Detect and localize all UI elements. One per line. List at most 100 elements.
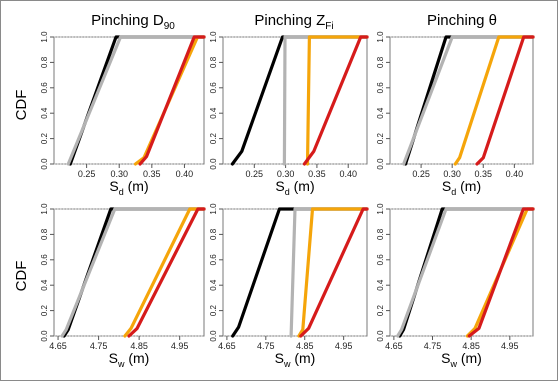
y-tick-label: 0.8 bbox=[209, 228, 218, 240]
y-tick-label: 0.0 bbox=[376, 158, 385, 170]
x-tick-label: 0.40 bbox=[176, 169, 194, 179]
panel-bottom-left: 0.0 0.2 0.4 0.6 0.8 1.0 4.65 4.75 4.85 4.95 Sw (m) bbox=[40, 203, 206, 369]
x-axis-label: Sd (m) bbox=[109, 178, 148, 197]
column-title-3: Pinching θ bbox=[427, 12, 497, 29]
x-tick-label: 4.65 bbox=[49, 341, 67, 351]
y-tick-label: 1.0 bbox=[209, 203, 218, 215]
panel-top-left: 0.0 0.2 0.4 0.6 0.8 1.0 0.25 0.30 0.35 0.40 Sd (m) bbox=[40, 31, 206, 197]
y-tick-label: 0.4 bbox=[40, 107, 49, 119]
x-tick-label: 0.25 bbox=[412, 169, 430, 179]
series-line-orange bbox=[453, 35, 535, 166]
y-tick-label: 0.2 bbox=[209, 132, 218, 144]
y-tick-label: 0.2 bbox=[376, 304, 385, 316]
y-tick-label: 0.8 bbox=[376, 228, 385, 240]
y-axis-label-bottom: CDF bbox=[13, 261, 30, 292]
column-title-2: Pinching ZFi bbox=[254, 12, 333, 32]
x-tick-label: 0.30 bbox=[277, 169, 295, 179]
x-tick-label: 0.30 bbox=[443, 169, 461, 179]
x-axis-label: Sw (m) bbox=[275, 350, 316, 369]
series-line-orange bbox=[297, 207, 369, 338]
x-tick-label: 4.75 bbox=[424, 341, 442, 351]
y-tick-label: 0.2 bbox=[376, 132, 385, 144]
y-tick-label: 0.8 bbox=[209, 56, 218, 68]
x-tick-label: 4.65 bbox=[218, 341, 236, 351]
x-axis-label: Sw (m) bbox=[441, 350, 482, 369]
y-tick-label: 0.4 bbox=[40, 279, 49, 291]
panel-top-right: 0.0 0.2 0.4 0.6 0.8 1.0 0.25 0.30 0.35 0.40 Sd (m) bbox=[376, 31, 535, 197]
series-line-black bbox=[231, 207, 369, 338]
panel-top-middle: 0.0 0.2 0.4 0.6 0.8 1.0 0.25 0.30 0.35 0.40 Sd (m) bbox=[209, 31, 369, 197]
x-tick-label: 0.40 bbox=[339, 169, 357, 179]
series-line-orange bbox=[305, 35, 369, 166]
y-tick-label: 0.2 bbox=[40, 304, 49, 316]
y-tick-label: 0.2 bbox=[209, 304, 218, 316]
panel-bottom-right: 0.0 0.2 0.4 0.6 0.8 1.0 4.65 4.75 4.85 4.95 Sw (m) bbox=[376, 203, 535, 369]
y-tick-label: 1.0 bbox=[209, 31, 218, 43]
series-line-gray bbox=[60, 207, 206, 338]
y-tick-label: 0.0 bbox=[376, 330, 385, 342]
y-tick-label: 0.6 bbox=[40, 254, 49, 266]
series-line-black bbox=[62, 207, 206, 338]
series-line-red bbox=[302, 35, 369, 166]
series-line-red bbox=[467, 207, 535, 338]
y-tick-label: 0.0 bbox=[40, 330, 49, 342]
x-tick-label: 0.25 bbox=[78, 169, 96, 179]
y-tick-label: 0.8 bbox=[40, 228, 49, 240]
column-title-1: Pinching D90 bbox=[91, 12, 175, 32]
x-tick-label: 4.95 bbox=[171, 341, 189, 351]
y-tick-label: 1.0 bbox=[376, 31, 385, 43]
y-tick-label: 0.4 bbox=[209, 107, 218, 119]
x-axis-label: Sw (m) bbox=[109, 350, 150, 369]
panel-bottom-middle: 0.0 0.2 0.4 0.6 0.8 1.0 4.65 4.75 4.85 4.95 Sw (m) bbox=[209, 203, 369, 369]
x-tick-label: 0.40 bbox=[506, 169, 524, 179]
x-tick-label: 4.95 bbox=[501, 341, 519, 351]
x-tick-label: 0.35 bbox=[474, 169, 492, 179]
series-line-red bbox=[127, 207, 206, 338]
y-tick-label: 1.0 bbox=[40, 31, 49, 43]
series-line-black bbox=[398, 207, 535, 338]
x-tick-label: 4.75 bbox=[90, 341, 108, 351]
x-axis-label: Sd (m) bbox=[442, 178, 481, 197]
x-tick-label: 4.65 bbox=[385, 341, 403, 351]
series-line-black bbox=[68, 35, 206, 166]
y-tick-label: 0.0 bbox=[209, 330, 218, 342]
y-tick-label: 1.0 bbox=[40, 203, 49, 215]
y-tick-label: 0.6 bbox=[40, 82, 49, 94]
y-tick-label: 0.4 bbox=[376, 107, 385, 119]
series-line-black bbox=[403, 35, 535, 166]
series-line-gray bbox=[396, 207, 535, 338]
series-line-red bbox=[475, 35, 535, 166]
series-line-gray bbox=[402, 35, 535, 166]
series-line-black bbox=[230, 35, 369, 166]
y-tick-label: 0.6 bbox=[209, 254, 218, 266]
y-axis-label-top: CDF bbox=[13, 90, 30, 121]
y-tick-label: 0.6 bbox=[209, 82, 218, 94]
x-tick-label: 4.85 bbox=[296, 341, 314, 351]
x-tick-label: 4.95 bbox=[335, 341, 353, 351]
series-line-red bbox=[299, 207, 369, 338]
y-tick-label: 0.6 bbox=[376, 82, 385, 94]
x-tick-label: 4.85 bbox=[462, 341, 480, 351]
y-tick-label: 0.0 bbox=[40, 158, 49, 170]
plot-frame bbox=[389, 208, 534, 337]
x-tick-label: 0.35 bbox=[143, 169, 161, 179]
x-tick-label: 4.85 bbox=[130, 341, 148, 351]
x-tick-label: 4.75 bbox=[257, 341, 275, 351]
y-tick-label: 0.8 bbox=[40, 56, 49, 68]
x-tick-label: 0.30 bbox=[110, 169, 128, 179]
series-line-gray bbox=[66, 35, 206, 166]
y-tick-label: 1.0 bbox=[376, 203, 385, 215]
y-tick-label: 0.0 bbox=[209, 158, 218, 170]
series-line-red bbox=[138, 35, 206, 166]
y-tick-label: 0.6 bbox=[376, 254, 385, 266]
x-tick-label: 0.35 bbox=[308, 169, 326, 179]
panels-group: 0.0 0.2 0.4 0.6 0.8 1.0 0.25 0.30 0.35 0.40 Sd (m)… bbox=[40, 31, 535, 369]
x-axis-label: Sd (m) bbox=[275, 178, 314, 197]
y-tick-label: 0.8 bbox=[376, 56, 385, 68]
x-tick-label: 0.25 bbox=[246, 169, 264, 179]
y-tick-label: 0.4 bbox=[376, 279, 385, 291]
y-tick-label: 0.2 bbox=[40, 132, 49, 144]
y-tick-label: 0.4 bbox=[209, 279, 218, 291]
